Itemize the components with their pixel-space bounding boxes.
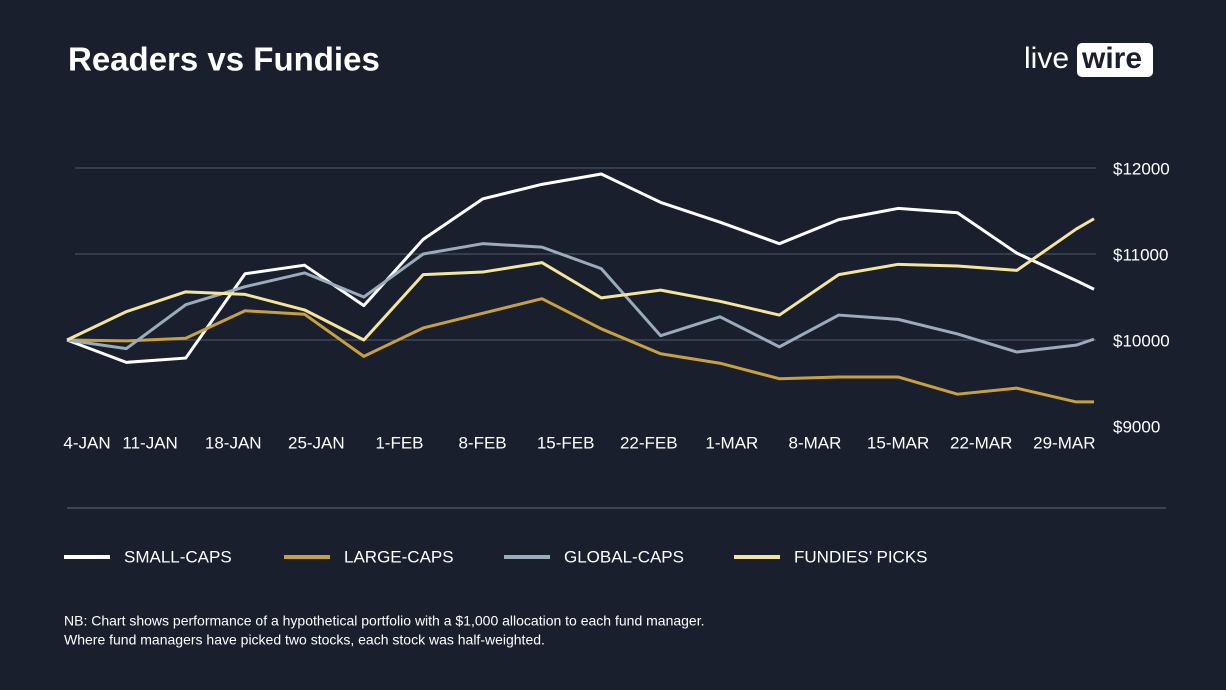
- labels: $9000 $10000 $11000 $12000 4-JAN 11-JAN 18-JAN…: [63, 159, 1169, 566]
- x-tick-label: 18-JAN: [205, 433, 262, 452]
- footnote: Where fund managers have picked two stoc…: [64, 632, 545, 648]
- x-tick-label: 22-FEB: [620, 433, 678, 452]
- x-tick-label: 8-MAR: [789, 433, 842, 452]
- legend-label: SMALL-CAPS: [124, 547, 232, 566]
- y-tick-label: $10000: [1113, 331, 1170, 350]
- y-tick-label: $9000: [1113, 417, 1160, 436]
- y-tick-label: $12000: [1113, 159, 1170, 178]
- y-tick-label: $11000: [1113, 245, 1168, 264]
- series-line: [66, 242, 1095, 354]
- logo-live: live: [1024, 42, 1069, 75]
- chart-title: Readers vs Fundies: [68, 41, 380, 78]
- x-tick-label: 1-FEB: [375, 433, 423, 452]
- x-tick-label: 8-FEB: [458, 433, 506, 452]
- x-tick-label: 15-FEB: [537, 433, 595, 452]
- x-tick-label: 25-JAN: [288, 433, 345, 452]
- series-line: [66, 297, 1094, 404]
- logo-box: [1077, 43, 1153, 77]
- legend-label: GLOBAL-CAPS: [564, 547, 684, 566]
- footnote: NB: Chart shows performance of a hypothe…: [64, 613, 705, 629]
- series-line: [66, 217, 1095, 342]
- x-tick-label: 11-JAN: [122, 433, 177, 452]
- logo-wire: wire: [1081, 42, 1142, 75]
- series-line: [66, 172, 1095, 364]
- x-tick-label: 29-MAR: [1033, 433, 1095, 452]
- x-tick-label: 4-JAN: [63, 433, 110, 452]
- legend-label: LARGE-CAPS: [344, 547, 454, 566]
- x-tick-label: 15-MAR: [867, 433, 929, 452]
- lines: [66, 172, 1095, 404]
- x-tick-label: 1-MAR: [705, 433, 758, 452]
- x-tick-label: 22-MAR: [950, 433, 1012, 452]
- grid: [75, 167, 1096, 341]
- legend-label: FUNDIES’ PICKS: [794, 547, 928, 566]
